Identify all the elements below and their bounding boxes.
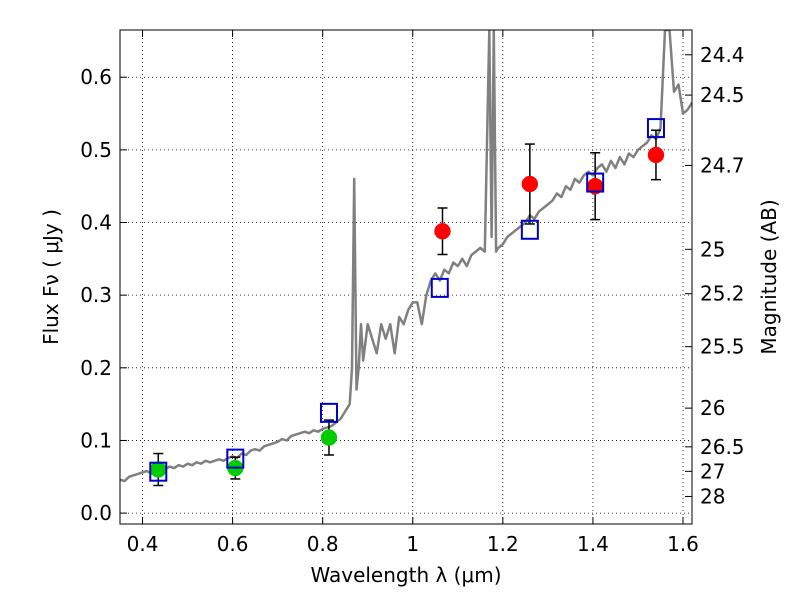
- y-tick-label: 0.0: [80, 501, 112, 525]
- y2-tick-label: 28: [700, 484, 725, 508]
- plot-frame: [119, 29, 693, 525]
- axis-ticks: [120, 30, 692, 524]
- observed-point: [150, 461, 167, 478]
- y2-tick-label: 24.4: [700, 43, 745, 67]
- tick-labels: 0.4 0.6 0.8 1 1.2 1.4 1.6 0.0 0.1 0.2 0.3 0.4 0.5 0.6…: [80, 43, 744, 556]
- y2-tick-label: 24.7: [700, 153, 745, 177]
- observed-point: [521, 175, 539, 193]
- x-tick-label: 1.2: [487, 532, 519, 556]
- y-tick-label: 0.2: [80, 356, 112, 380]
- model-photometry-square: [226, 448, 245, 469]
- y2-tick-label: 24.5: [700, 83, 745, 107]
- y2-tick-label: 26: [700, 396, 725, 420]
- y2-tick-label: 25.5: [700, 335, 745, 359]
- y-tick-label: 0.5: [80, 138, 112, 162]
- y-tick-label: 0.4: [80, 211, 112, 235]
- model-photometry-square: [149, 461, 168, 482]
- y-axis-title: Flux Fν ( μJy ): [39, 209, 63, 345]
- y2-tick-label: 26.5: [700, 435, 745, 459]
- x-tick-label: 0.6: [217, 532, 249, 556]
- observed-point: [320, 429, 338, 446]
- model-photometry-square: [586, 172, 605, 193]
- spectrum-line: [120, 30, 692, 483]
- observed-point: [647, 146, 665, 164]
- y-tick-label: 0.6: [80, 65, 112, 89]
- model-photometry-square: [319, 402, 338, 423]
- x-tick-label: 0.8: [307, 532, 339, 556]
- x-tick-label: 1.4: [577, 532, 609, 556]
- x-tick-label: 0.4: [127, 532, 159, 556]
- grid-lines: [120, 30, 692, 524]
- model-photometry-square: [646, 118, 665, 139]
- observed-point: [434, 222, 451, 240]
- y2-tick-label: 25.2: [700, 282, 745, 306]
- x-axis-title: Wavelength λ (μm): [310, 563, 501, 587]
- y2-axis-title: Magnitude (AB): [757, 199, 781, 354]
- y2-tick-label: 27: [700, 459, 725, 483]
- x-tick-label: 1.6: [667, 532, 699, 556]
- plot-area: [120, 30, 692, 487]
- y-tick-label: 0.1: [80, 428, 112, 452]
- model-photometry-square: [430, 277, 449, 298]
- model-photometry-square: [520, 219, 539, 240]
- y-tick-label: 0.3: [80, 283, 112, 307]
- x-tick-label: 1: [406, 532, 419, 556]
- y2-tick-label: 25: [700, 237, 725, 261]
